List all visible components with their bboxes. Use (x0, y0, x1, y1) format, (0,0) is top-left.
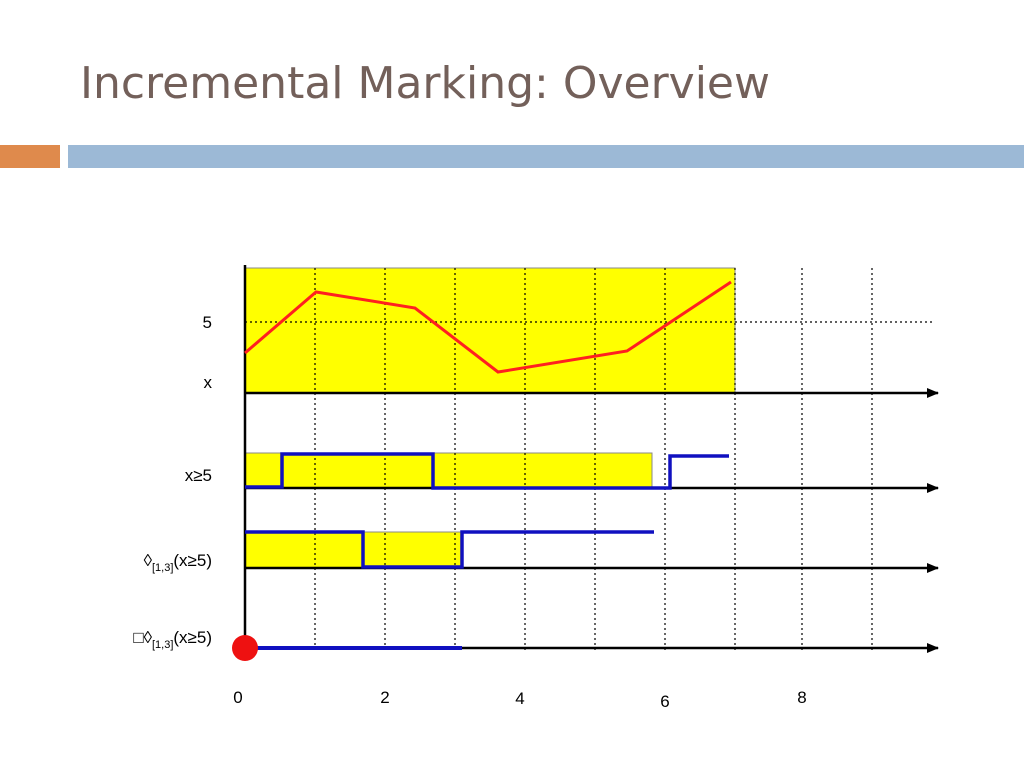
row-label-prefix: ◊ (144, 551, 153, 570)
time-label: 2 (380, 688, 389, 707)
time-label: 6 (660, 692, 669, 711)
row-label-suffix: (x≥5) (173, 551, 212, 570)
signal (245, 452, 729, 490)
highlight (244, 452, 653, 489)
highlight (244, 267, 736, 394)
accent-bar (0, 145, 60, 168)
highlight (244, 531, 463, 569)
row-label: □◊[1,3](x≥5) (133, 628, 212, 651)
axis-label: 5 (203, 313, 212, 332)
time-label: 0 (233, 688, 242, 707)
signal-x (244, 280, 732, 374)
time-label: 4 (515, 689, 524, 708)
marker-dot (232, 635, 258, 661)
row-label-sub: [1,3] (152, 639, 173, 651)
signal (245, 530, 654, 569)
grid (245, 268, 935, 650)
row-label: x≥5 (185, 466, 212, 485)
axis-label: x (204, 373, 213, 392)
time-label: 8 (797, 688, 806, 707)
slide-title: Incremental Marking: Overview (80, 58, 770, 109)
diagram: 5 x x≥5 ◊[1,3](x≥5) □◊[1,3](x≥5) 0 2 4 6… (133, 265, 939, 711)
row-label-prefix: □◊ (133, 628, 152, 647)
header-bar (68, 145, 1024, 168)
row-label: ◊[1,3](x≥5) (144, 551, 212, 574)
row-label-suffix: (x≥5) (173, 628, 212, 647)
row-label-sub: [1,3] (152, 562, 173, 574)
